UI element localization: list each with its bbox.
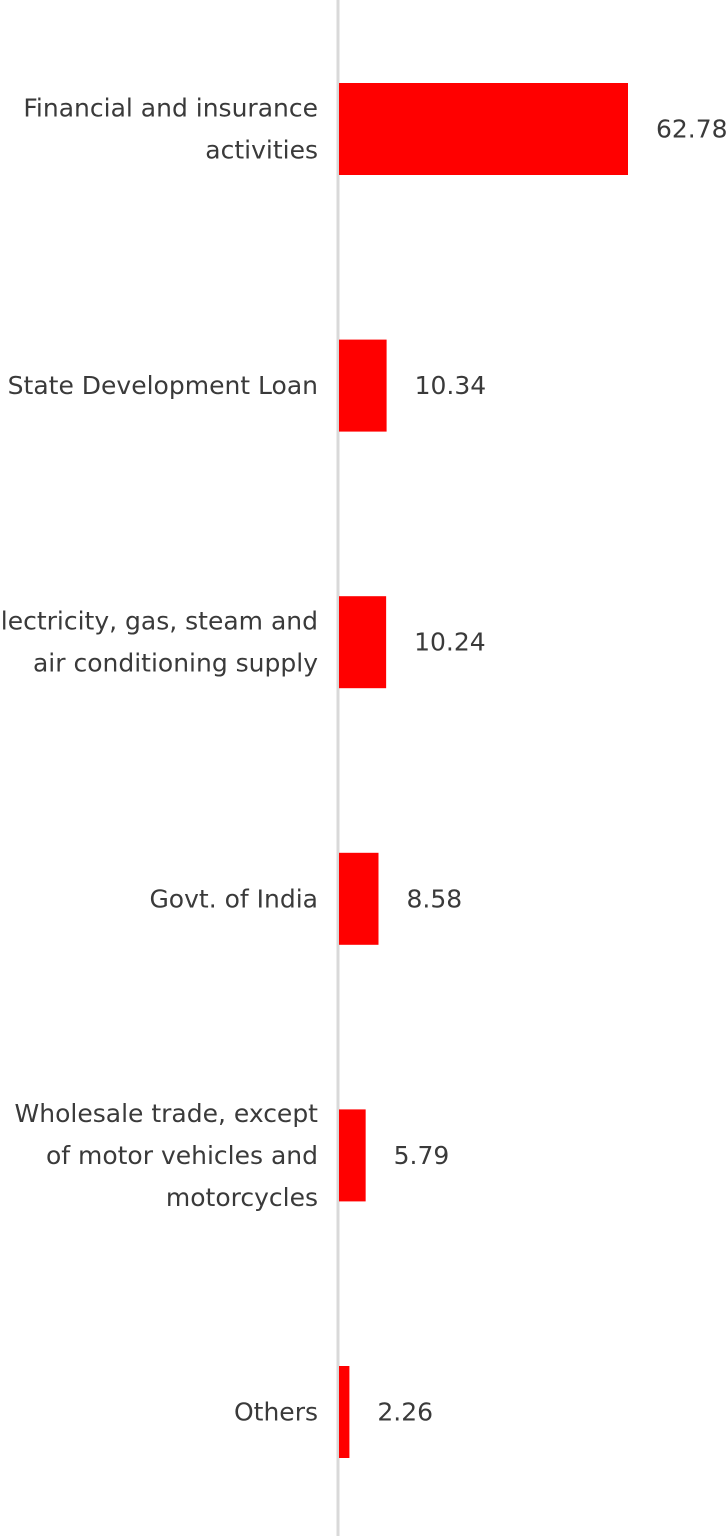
- category-label-6: Others: [234, 1398, 318, 1427]
- bar-4: [339, 852, 379, 945]
- value-labels-group: 62.78 10.34 10.24 8.58 5.79 2.26: [377, 115, 727, 1427]
- category-label-5: Wholesale trade, except of motor vehicles…: [15, 1099, 319, 1212]
- category-label-line: motorcycles: [166, 1183, 318, 1212]
- category-label-line: of motor vehicles and: [46, 1141, 318, 1170]
- bar-3: [339, 596, 387, 689]
- category-label-line: Govt. of India: [149, 884, 318, 913]
- category-label-line: Electricity, gas, steam and: [0, 607, 318, 636]
- value-label-1: 62.78: [656, 115, 727, 144]
- value-label-5: 5.79: [394, 1141, 450, 1170]
- bars-group: [339, 83, 628, 1458]
- value-label-2: 10.34: [415, 371, 487, 400]
- value-label-4: 8.58: [406, 884, 462, 913]
- category-label-line: activities: [205, 136, 318, 165]
- category-label-line: air conditioning supply: [33, 649, 318, 678]
- category-label-1: Financial and insurance activities: [23, 94, 318, 165]
- bar-2: [339, 339, 387, 432]
- bar-5: [339, 1109, 366, 1202]
- value-label-3: 10.24: [414, 628, 486, 657]
- category-label-3: Electricity, gas, steam and air condition…: [0, 607, 318, 678]
- category-label-line: Financial and insurance: [23, 94, 318, 123]
- category-label-line: Wholesale trade, except: [15, 1099, 319, 1128]
- category-label-2: State Development Loan: [8, 371, 318, 400]
- category-label-line: State Development Loan: [8, 371, 318, 400]
- bar-1: [339, 83, 628, 175]
- category-label-line: Others: [234, 1398, 318, 1427]
- bar-6: [339, 1366, 350, 1458]
- value-label-6: 2.26: [377, 1398, 433, 1427]
- category-label-4: Govt. of India: [149, 884, 318, 913]
- category-labels-group: Financial and insurance activities State D…: [0, 94, 318, 1427]
